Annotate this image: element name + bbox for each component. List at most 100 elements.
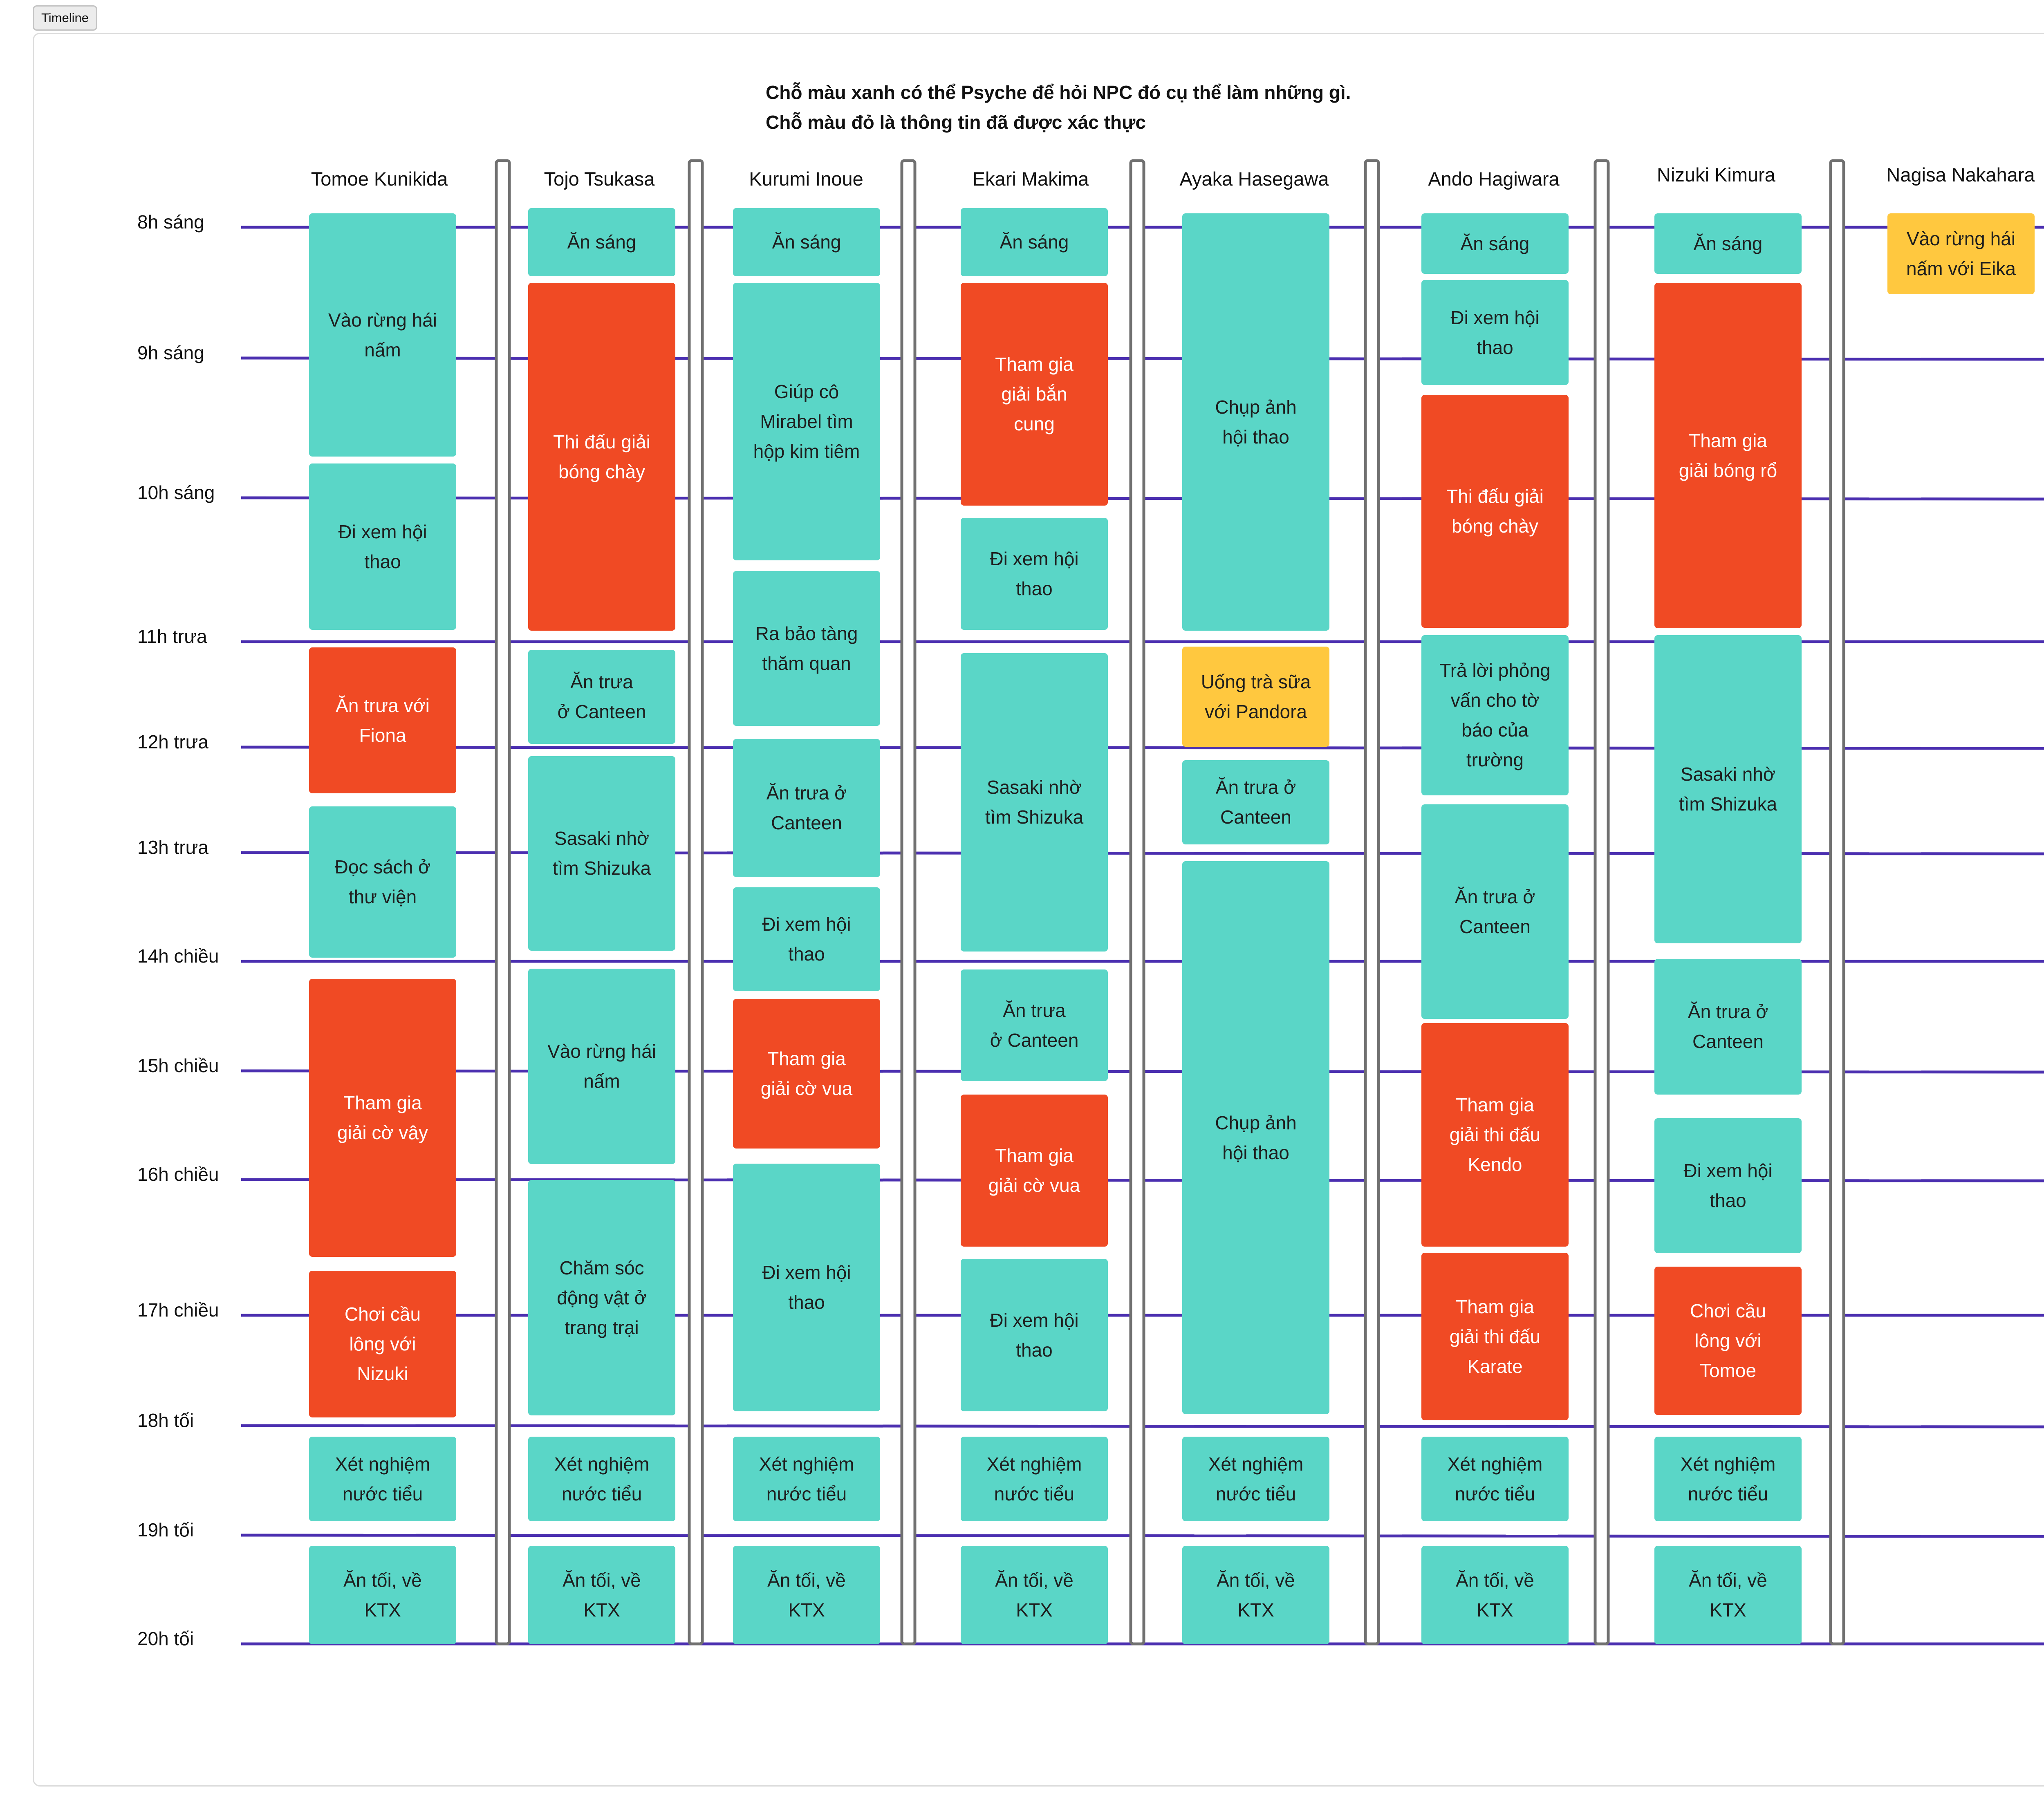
event-text-line: KTX	[788, 1599, 825, 1621]
event-card[interactable]: Ăn sáng	[733, 208, 880, 276]
event-text-line: KTX	[1710, 1599, 1746, 1621]
event-text: Sasaki nhờ tìm Shizuka	[985, 772, 1083, 832]
event-text: Thi đấu giải bóng chày	[553, 427, 650, 487]
event-text-line: KTX	[1016, 1599, 1053, 1621]
event-card[interactable]: Tham gia giải thi đấu Karate	[1421, 1253, 1569, 1420]
event-card[interactable]: Ăn tối, về KTX	[1182, 1546, 1329, 1644]
event-text: Chơi cầu lông với Nizuki	[345, 1299, 421, 1389]
hour-line	[241, 1534, 2044, 1538]
event-card[interactable]: Tham gia giải thi đấu Kendo	[1421, 1023, 1569, 1247]
event-text-line: động vật ở	[557, 1287, 647, 1308]
event-card[interactable]: Chăm sóc động vật ở trang trại	[528, 1180, 675, 1415]
event-text-line: nước tiểu	[994, 1483, 1075, 1505]
event-text-line: Đi xem hội	[990, 1309, 1079, 1331]
event-text-line: hội thao	[1222, 1142, 1289, 1163]
event-card[interactable]: Chụp ảnh hội thao	[1182, 861, 1329, 1414]
event-card[interactable]: Ăn tối, về KTX	[1421, 1546, 1569, 1644]
event-card[interactable]: Xét nghiệm nước tiểu	[733, 1437, 880, 1521]
event-text-line: lông với	[1694, 1330, 1762, 1351]
event-text: Xét nghiệm nước tiểu	[554, 1449, 650, 1509]
event-text: Ăn tối, về KTX	[1456, 1565, 1534, 1625]
event-card[interactable]: Xét nghiệm nước tiểu	[1421, 1437, 1569, 1521]
event-card[interactable]: Chụp ảnh hội thao	[1182, 213, 1329, 631]
event-text: Ăn tối, về KTX	[563, 1565, 641, 1625]
event-card[interactable]: Ăn tối, về KTX	[733, 1546, 880, 1644]
event-text-line: nước tiểu	[1455, 1483, 1535, 1505]
event-card[interactable]: Ăn trưa ở Canteen	[528, 650, 675, 744]
event-card[interactable]: Tham gia giải bắn cung	[961, 283, 1108, 506]
event-text-line: Sasaki nhờ	[986, 777, 1082, 798]
event-text-line: giải cờ vây	[337, 1122, 428, 1143]
event-text-line: Chăm sóc	[559, 1257, 644, 1278]
event-card[interactable]: Tham gia giải cờ vây	[309, 979, 456, 1257]
event-card[interactable]: Vào rừng hái nấm	[528, 969, 675, 1164]
event-card[interactable]: Ăn trưa ở Canteen	[1182, 760, 1329, 844]
event-card[interactable]: Xét nghiệm nước tiểu	[1182, 1437, 1329, 1521]
column-divider	[1594, 159, 1610, 1646]
event-text: Uống trà sữa với Pandora	[1201, 667, 1311, 727]
event-card[interactable]: Uống trà sữa với Pandora	[1182, 647, 1329, 747]
event-card[interactable]: Đi xem hội thao	[1421, 280, 1569, 385]
event-card[interactable]: Ăn trưa ở Canteen	[1421, 804, 1569, 1019]
event-card[interactable]: Ăn sáng	[1421, 213, 1569, 274]
event-text-line: Chụp ảnh	[1215, 1112, 1297, 1133]
event-card[interactable]: Ra bảo tàng thăm quan	[733, 571, 880, 726]
event-card[interactable]: Đi xem hội thao	[309, 463, 456, 630]
event-text-line: cung	[1014, 413, 1055, 434]
event-card[interactable]: Xét nghiệm nước tiểu	[309, 1437, 456, 1521]
event-text: Ăn tối, về KTX	[343, 1565, 422, 1625]
event-card[interactable]: Đi xem hội thao	[733, 887, 880, 991]
person-name: Ando Hagiwara	[1428, 168, 1560, 190]
event-text-line: tìm Shizuka	[1679, 793, 1777, 815]
timeline-tab[interactable]: Timeline	[33, 5, 97, 31]
event-card[interactable]: Vào rừng hái nấm với Eika	[1887, 213, 2035, 294]
event-card[interactable]: Ăn tối, về KTX	[961, 1546, 1108, 1644]
event-card[interactable]: Giúp cô Mirabel tìm hộp kim tiêm	[733, 283, 880, 560]
event-card[interactable]: Xét nghiệm nước tiểu	[528, 1437, 675, 1521]
event-text: Tham gia giải cờ vua	[988, 1141, 1080, 1200]
event-text-line: Tham gia	[767, 1048, 846, 1069]
event-card[interactable]: Ăn trưa ở Canteen	[1654, 959, 1802, 1095]
event-card[interactable]: Sasaki nhờ tìm Shizuka	[961, 653, 1108, 952]
event-card[interactable]: Thi đấu giải bóng chày	[1421, 395, 1569, 628]
event-card[interactable]: Ăn trưa ở Canteen	[733, 739, 880, 877]
event-card[interactable]: Ăn sáng	[528, 208, 675, 276]
event-text-line: Ăn sáng	[1000, 231, 1069, 253]
person-name: Nagisa Nakahara	[1886, 164, 2035, 186]
event-card[interactable]: Tham gia giải cờ vua	[961, 1095, 1108, 1247]
event-card[interactable]: Sasaki nhờ tìm Shizuka	[1654, 635, 1802, 943]
event-card[interactable]: Tham gia giải bóng rổ	[1654, 283, 1802, 628]
event-text: Trả lời phỏng vấn cho tờ báo của trường	[1439, 656, 1550, 775]
event-card[interactable]: Vào rừng hái nấm	[309, 213, 456, 457]
event-card[interactable]: Đi xem hội thao	[961, 518, 1108, 630]
event-card[interactable]: Ăn trưa với Fiona	[309, 647, 456, 793]
event-card[interactable]: Đi xem hội thao	[1654, 1118, 1802, 1253]
event-card[interactable]: Chơi cầu lông với Tomoe	[1654, 1267, 1802, 1415]
event-text-line: Nizuki	[357, 1363, 408, 1384]
event-card[interactable]: Ăn tối, về KTX	[309, 1546, 456, 1644]
event-card[interactable]: Xét nghiệm nước tiểu	[1654, 1437, 1802, 1521]
event-card[interactable]: Đi xem hội thao	[961, 1259, 1108, 1411]
hour-line	[241, 1424, 2044, 1428]
event-text-line: thao	[1710, 1190, 1746, 1211]
event-card[interactable]: Đọc sách ở thư viện	[309, 806, 456, 958]
event-card[interactable]: Ăn sáng	[1654, 213, 1802, 274]
time-label: 11h trưa	[137, 626, 207, 647]
event-card[interactable]: Ăn tối, về KTX	[1654, 1546, 1802, 1644]
event-card[interactable]: Chơi cầu lông với Nizuki	[309, 1271, 456, 1417]
event-card[interactable]: Trả lời phỏng vấn cho tờ báo của trường	[1421, 635, 1569, 795]
event-text: Ăn sáng	[772, 227, 841, 257]
event-card[interactable]: Ăn sáng	[961, 208, 1108, 276]
event-card[interactable]: Sasaki nhờ tìm Shizuka	[528, 756, 675, 951]
event-text: Ăn sáng	[1461, 229, 1530, 259]
column-divider	[1129, 159, 1145, 1646]
event-card[interactable]: Ăn tối, về KTX	[528, 1546, 675, 1644]
person-name: Kurumi Inoue	[749, 168, 863, 190]
event-text-line: Xét nghiệm	[986, 1453, 1082, 1475]
event-card[interactable]: Thi đấu giải bóng chày	[528, 283, 675, 631]
event-text-line: Tham gia	[1689, 430, 1767, 451]
event-card[interactable]: Xét nghiệm nước tiểu	[961, 1437, 1108, 1521]
event-card[interactable]: Đi xem hội thao	[733, 1164, 880, 1411]
event-card[interactable]: Ăn trưa ở Canteen	[961, 969, 1108, 1081]
event-card[interactable]: Tham gia giải cờ vua	[733, 999, 880, 1149]
